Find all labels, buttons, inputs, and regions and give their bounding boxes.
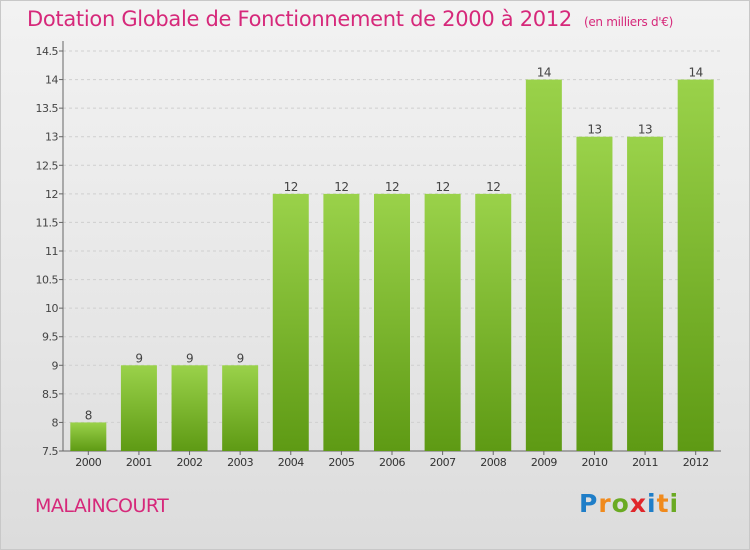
chart-unit: (en milliers d'€) <box>583 15 673 29</box>
data-label: 14 <box>689 66 703 80</box>
bar <box>475 193 512 451</box>
x-tick-label: 2011 <box>632 456 658 469</box>
chart-title: Dotation Globale de Fonctionnement de 20… <box>27 7 673 31</box>
bar <box>272 193 309 451</box>
x-tick-label: 2010 <box>581 456 607 469</box>
data-label: 12 <box>334 180 348 194</box>
logo-letter: t <box>656 489 670 518</box>
x-tick-label: 2007 <box>430 456 456 469</box>
bar <box>374 193 410 451</box>
data-label: 12 <box>385 180 399 194</box>
x-tick-label: 2006 <box>379 456 405 469</box>
x-tick-label: 2004 <box>278 456 304 469</box>
y-tick-label: 10 <box>45 302 58 315</box>
y-tick-label: 12 <box>45 188 58 201</box>
labels: 2000 8 2001 9 2002 9 2003 9 2004 12 2005 12 2006 12 20… <box>75 66 709 469</box>
bar <box>323 193 360 451</box>
y-tick-label: 9 <box>52 359 59 372</box>
proxiti-logo: Proxiti <box>579 489 679 518</box>
data-label: 13 <box>638 123 652 137</box>
y-tick-label: 13 <box>45 131 58 144</box>
y-tick-label: 12.5 <box>36 159 59 172</box>
y-tick-label: 11.5 <box>36 216 59 229</box>
data-label: 8 <box>85 408 92 422</box>
y-tick-label: 8.5 <box>42 388 58 401</box>
y-tick-label: 8 <box>52 416 59 429</box>
y-tick-label: 14.5 <box>36 45 59 58</box>
x-tick-label: 2002 <box>177 456 203 469</box>
x-tick-label: 2008 <box>480 456 506 469</box>
chart-title-text: Dotation Globale de Fonctionnement de 20… <box>27 7 572 31</box>
x-tick-label: 2001 <box>126 456 152 469</box>
x-tick-label: 2003 <box>227 456 253 469</box>
bar <box>424 193 461 451</box>
y-tick-label: 9.5 <box>42 331 58 344</box>
data-label: 9 <box>135 351 142 365</box>
logo-letter: r <box>598 489 612 518</box>
data-label: 12 <box>435 180 449 194</box>
data-label: 9 <box>186 351 193 365</box>
bar <box>525 79 562 452</box>
bar <box>222 365 259 451</box>
bar <box>171 365 208 451</box>
data-label: 12 <box>284 180 298 194</box>
place-name: MALAINCOURT <box>35 495 169 517</box>
logo-letter: i <box>647 489 657 518</box>
data-label: 9 <box>237 351 244 365</box>
bar <box>576 136 613 451</box>
bar <box>627 136 664 451</box>
x-tick-label: 2009 <box>531 456 557 469</box>
data-label: 12 <box>486 180 500 194</box>
logo-letter: o <box>611 489 630 518</box>
logo-letter: P <box>579 489 599 518</box>
y-tick-label: 7.5 <box>42 445 58 458</box>
data-label: 13 <box>587 123 601 137</box>
data-label: 14 <box>537 66 551 80</box>
y-tick-label: 13.5 <box>36 102 59 115</box>
bar <box>120 365 157 451</box>
bar <box>677 79 714 452</box>
bars <box>70 79 714 452</box>
x-tick-label: 2000 <box>75 456 101 469</box>
logo-letter: x <box>629 489 647 518</box>
y-tick-label: 14 <box>45 74 58 87</box>
x-tick-label: 2012 <box>683 456 709 469</box>
x-tick-label: 2005 <box>328 456 354 469</box>
bar <box>70 422 107 451</box>
y-tick-label: 11 <box>45 245 58 258</box>
logo-letter: i <box>669 489 680 518</box>
y-tick-label: 10.5 <box>36 274 59 287</box>
